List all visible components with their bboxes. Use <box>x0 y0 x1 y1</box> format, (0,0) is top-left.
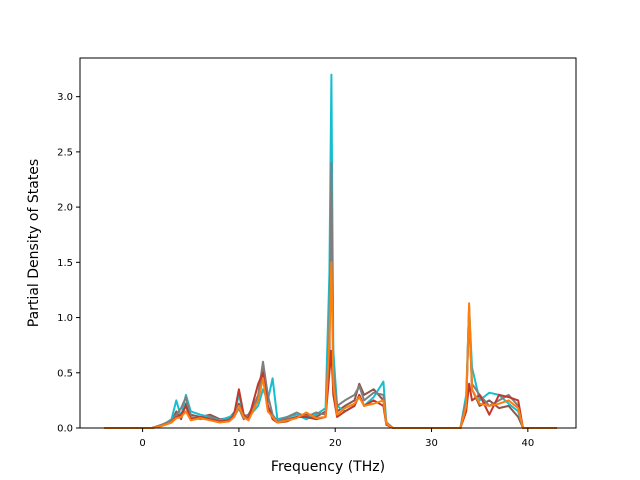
series-line-4 <box>104 349 557 429</box>
y-tick-label: 1.0 <box>57 313 73 324</box>
y-tick-label: 2.5 <box>57 147 73 158</box>
x-tick-label: 30 <box>425 438 438 449</box>
x-tick-label: 0 <box>139 438 145 449</box>
x-axis-label: Frequency (THz) <box>271 459 385 475</box>
series-line-5 <box>104 261 557 429</box>
y-tick-label: 1.5 <box>57 258 73 269</box>
x-tick-label: 40 <box>521 438 534 449</box>
series-layer <box>104 73 557 429</box>
x-tick-label: 10 <box>233 438 246 449</box>
y-tick-label: 3.0 <box>57 92 73 103</box>
y-tick-label: 2.0 <box>57 203 73 214</box>
plot-frame <box>79 57 577 429</box>
y-axis: 0.0 0.5 1.0 1.5 2.0 2.5 3.0 <box>57 92 80 435</box>
x-tick-label: 20 <box>329 438 342 449</box>
y-axis-label: Partial Density of States <box>26 159 42 327</box>
y-tick-label: 0.0 <box>57 424 73 435</box>
x-axis: 0 10 20 30 40 <box>139 428 534 449</box>
y-tick-label: 0.5 <box>57 368 73 379</box>
